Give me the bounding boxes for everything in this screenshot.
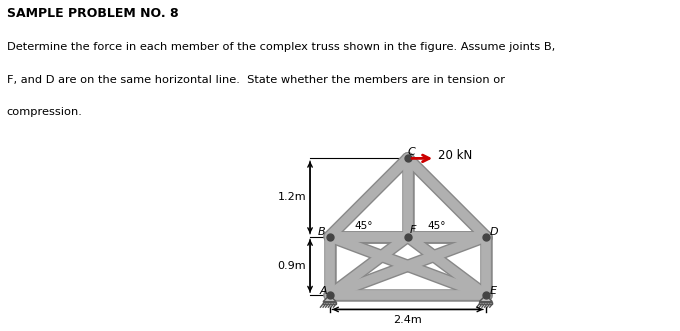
Text: F, and D are on the same horizontal line.  State whether the members are in tens: F, and D are on the same horizontal line… bbox=[7, 74, 505, 84]
Text: F: F bbox=[410, 225, 416, 235]
Polygon shape bbox=[479, 295, 492, 302]
Text: 45°: 45° bbox=[427, 221, 446, 231]
Text: C: C bbox=[408, 147, 415, 157]
Text: B: B bbox=[318, 227, 325, 237]
Bar bbox=[323, 302, 336, 304]
Text: 0.9m: 0.9m bbox=[277, 261, 306, 271]
Text: Determine the force in each member of the complex truss shown in the figure. Ass: Determine the force in each member of th… bbox=[7, 42, 555, 52]
Text: D: D bbox=[490, 227, 498, 237]
Text: compression.: compression. bbox=[7, 107, 83, 117]
Text: E: E bbox=[490, 286, 497, 296]
Text: 45°: 45° bbox=[354, 221, 373, 231]
Text: 2.4m: 2.4m bbox=[393, 315, 422, 325]
Bar bbox=[479, 302, 492, 304]
Text: 20 kN: 20 kN bbox=[438, 149, 472, 162]
Polygon shape bbox=[323, 295, 336, 302]
Text: A: A bbox=[319, 286, 327, 296]
Text: SAMPLE PROBLEM NO. 8: SAMPLE PROBLEM NO. 8 bbox=[7, 7, 178, 20]
Text: 1.2m: 1.2m bbox=[277, 192, 306, 203]
